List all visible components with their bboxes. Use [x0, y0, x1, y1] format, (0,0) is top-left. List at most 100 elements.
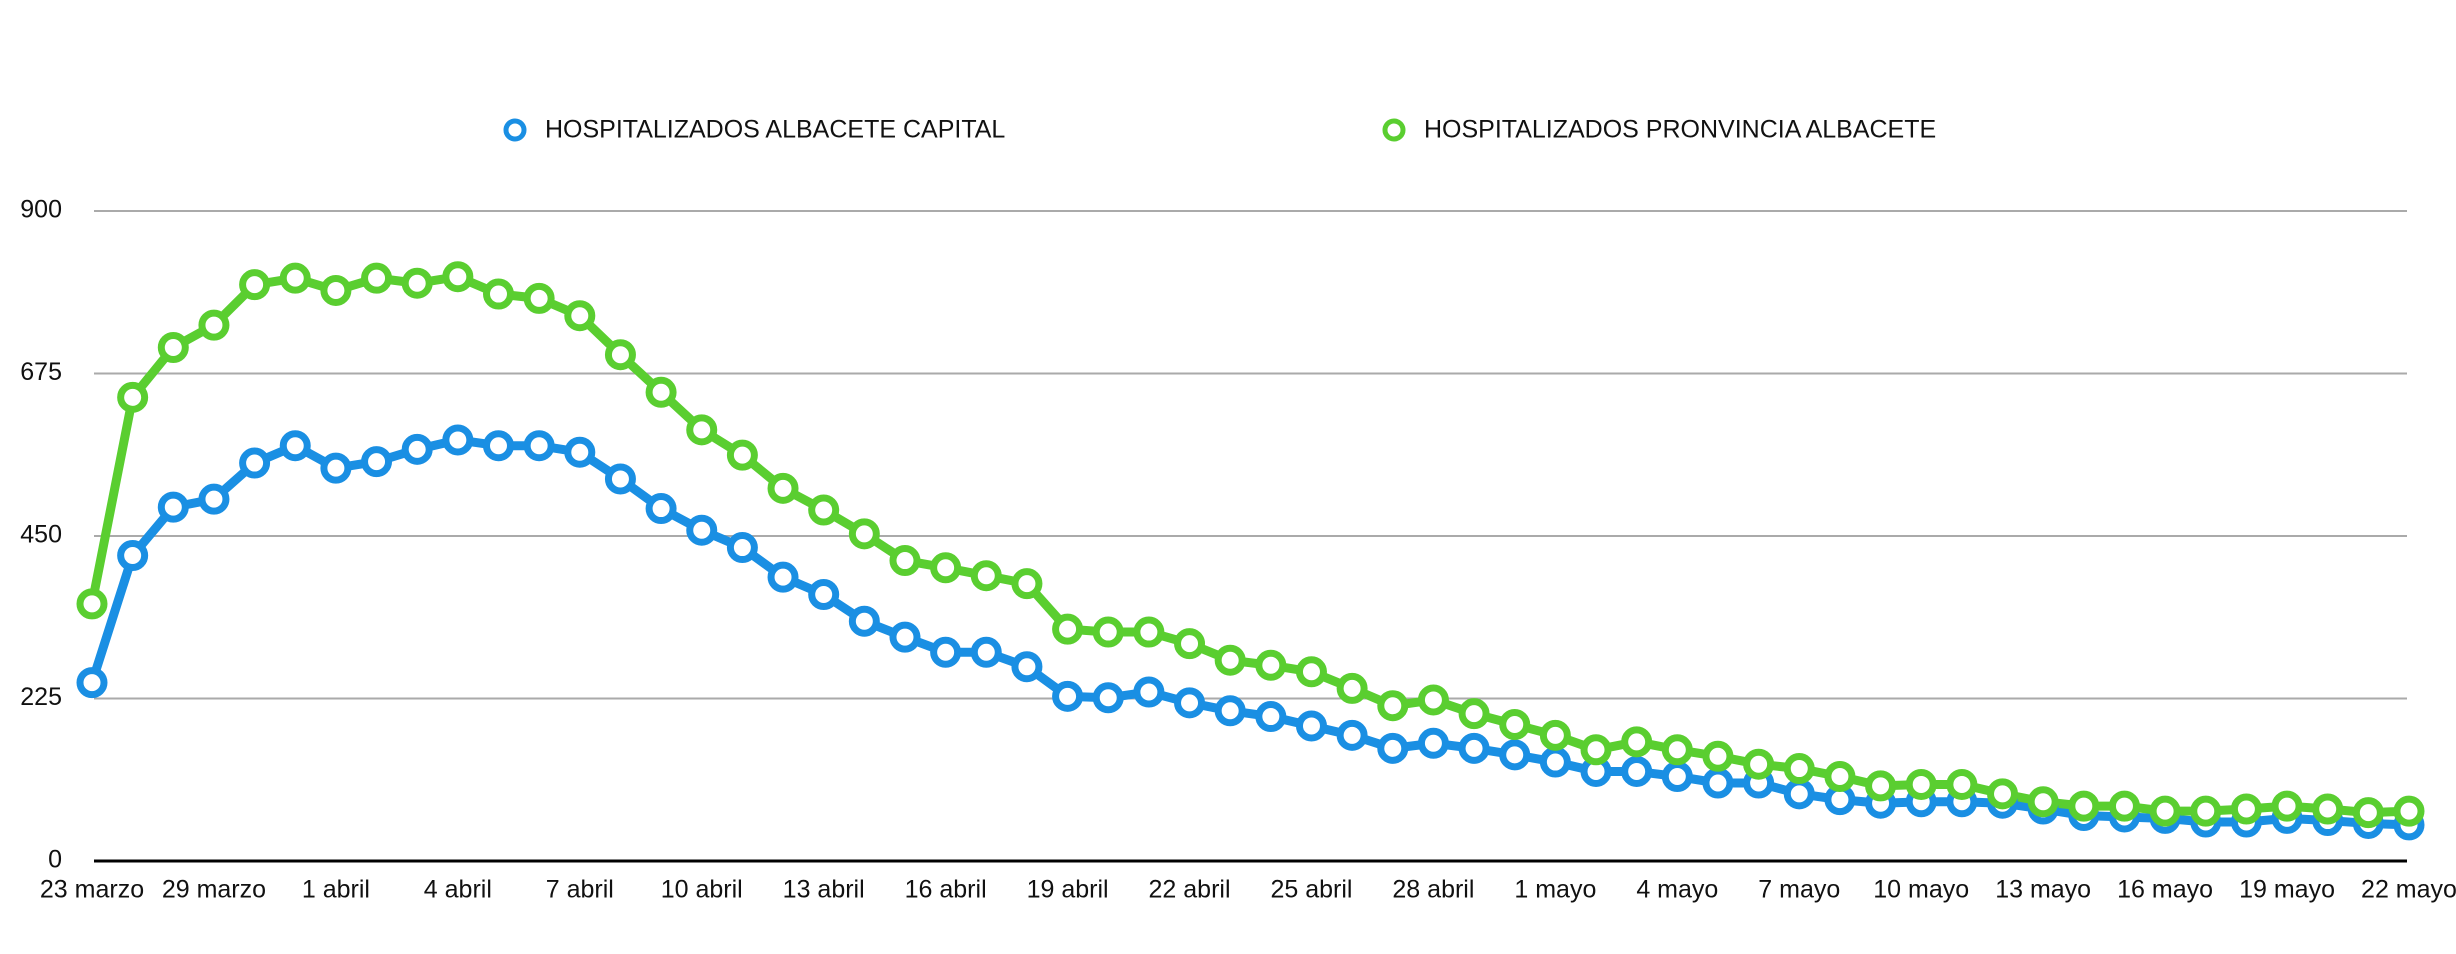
data-point	[2149, 795, 2181, 827]
data-point	[1336, 719, 1368, 751]
y-tick-label: 0	[48, 846, 62, 874]
data-point	[2271, 790, 2303, 822]
x-tick-label: 29 marzo	[162, 876, 266, 904]
data-point	[1743, 748, 1775, 780]
data-point	[1255, 649, 1287, 681]
data-point	[76, 588, 108, 620]
data-point	[1011, 651, 1043, 683]
data-point	[2190, 795, 2222, 827]
data-point	[767, 472, 799, 504]
legend-marker	[503, 118, 527, 142]
data-point	[76, 667, 108, 699]
y-tick-label: 225	[20, 683, 62, 711]
data-point	[2230, 793, 2262, 825]
data-point	[2312, 793, 2344, 825]
data-point	[1336, 672, 1368, 704]
data-point	[1417, 684, 1449, 716]
x-tick-label: 7 mayo	[1758, 876, 1840, 904]
data-point	[1133, 676, 1165, 708]
data-point	[2352, 797, 2384, 829]
data-point	[808, 494, 840, 526]
data-point	[2393, 795, 2425, 827]
data-point	[523, 282, 555, 314]
x-tick-label: 16 abril	[905, 876, 987, 904]
data-point	[1377, 690, 1409, 722]
data-point	[1214, 695, 1246, 727]
legend-label: HOSPITALIZADOS ALBACETE CAPITAL	[545, 116, 1005, 144]
data-point	[361, 446, 393, 478]
data-point	[1214, 644, 1246, 676]
x-tick-label: 13 abril	[783, 876, 865, 904]
data-point	[1824, 761, 1856, 792]
data-point	[889, 621, 921, 653]
y-tick-label: 450	[20, 521, 62, 549]
data-point	[889, 545, 921, 577]
data-point	[239, 269, 271, 301]
data-point	[848, 518, 880, 550]
series-line	[87, 435, 2410, 830]
x-tick-label: 10 mayo	[1873, 876, 1969, 904]
x-tick-label: 19 abril	[1027, 876, 1109, 904]
x-tick-label: 1 mayo	[1514, 876, 1596, 904]
data-point	[1661, 734, 1693, 766]
data-point	[2108, 790, 2140, 822]
data-point	[1052, 680, 1084, 712]
data-point	[1702, 740, 1734, 772]
x-tick-label: 19 mayo	[2239, 876, 2335, 904]
data-point	[1621, 726, 1653, 758]
data-point	[1783, 778, 1815, 810]
data-point	[930, 636, 962, 668]
data-point	[1580, 734, 1612, 766]
data-point	[482, 430, 514, 462]
data-point	[1539, 719, 1571, 751]
data-point	[1052, 613, 1084, 645]
data-point	[401, 267, 433, 299]
x-tick-label: 16 mayo	[2117, 876, 2213, 904]
data-point	[1417, 727, 1449, 759]
data-point	[686, 514, 718, 546]
x-tick-label: 13 mayo	[1995, 876, 2091, 904]
data-point	[117, 381, 149, 413]
data-point	[239, 447, 271, 479]
y-tick-label: 900	[20, 196, 62, 224]
data-point	[645, 493, 677, 525]
series-line	[87, 272, 2410, 818]
data-point	[686, 414, 718, 446]
x-tick-label: 23 marzo	[40, 876, 144, 904]
data-point	[198, 483, 230, 515]
data-point	[1621, 755, 1653, 787]
data-point	[970, 560, 1002, 592]
x-tick-label: 22 mayo	[2361, 876, 2456, 904]
data-point	[279, 430, 311, 462]
data-point	[726, 532, 758, 564]
data-point	[2027, 786, 2059, 818]
data-point	[564, 436, 596, 468]
data-point	[1865, 770, 1897, 802]
data-point	[1946, 768, 1978, 800]
data-point	[320, 452, 352, 484]
data-point	[320, 274, 352, 306]
data-point	[1133, 616, 1165, 648]
data-point	[1092, 682, 1124, 714]
data-point	[1377, 732, 1409, 764]
data-point	[930, 552, 962, 584]
x-tick-label: 7 abril	[546, 876, 614, 904]
x-tick-label: 4 abril	[424, 876, 492, 904]
data-point	[645, 376, 677, 408]
data-point	[198, 309, 230, 341]
data-point	[726, 439, 758, 471]
data-point	[848, 605, 880, 637]
legend-label: HOSPITALIZADOS PRONVINCIA ALBACETE	[1424, 116, 1936, 144]
data-point	[1539, 746, 1571, 778]
data-point	[523, 430, 555, 462]
data-point	[157, 332, 189, 363]
data-point	[361, 262, 393, 294]
data-point	[279, 262, 311, 294]
data-point	[442, 261, 474, 293]
data-point	[970, 636, 1002, 668]
data-point	[1987, 778, 2019, 810]
data-point	[1499, 709, 1531, 740]
data-point	[1499, 739, 1531, 771]
x-tick-label: 10 abril	[661, 876, 743, 904]
